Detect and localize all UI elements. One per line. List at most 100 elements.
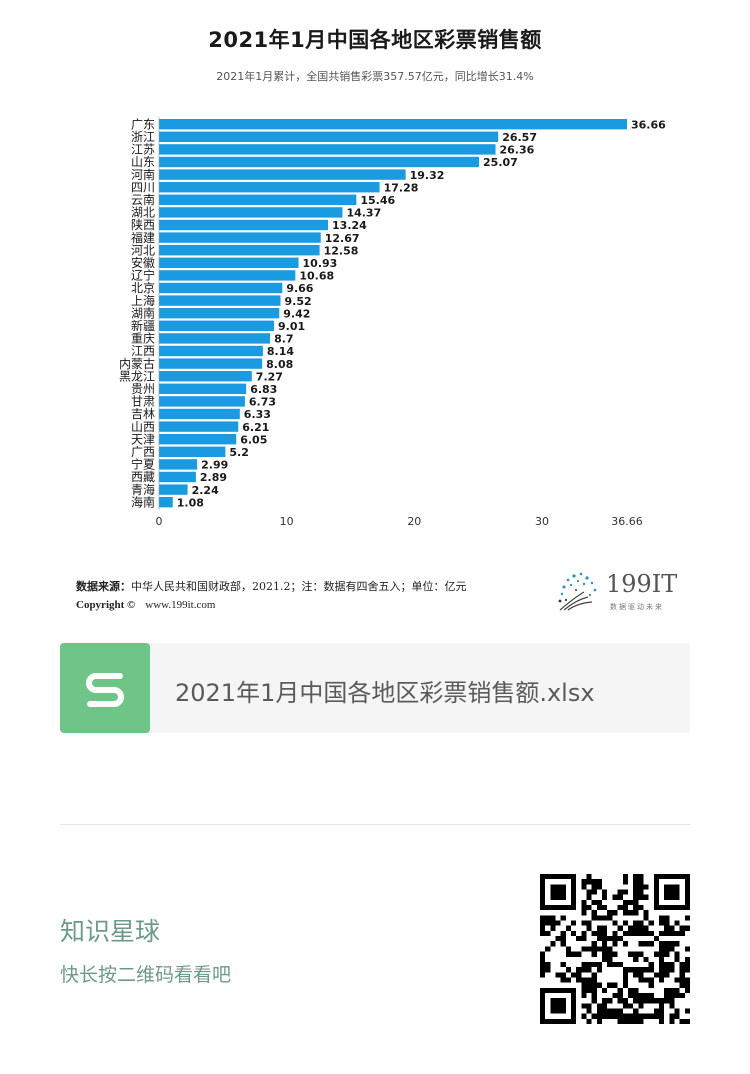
- bar: [159, 219, 329, 231]
- category-label: 浙江: [131, 130, 155, 144]
- bar: [159, 396, 245, 407]
- bar: [159, 408, 240, 420]
- category-label: 甘肃: [131, 395, 155, 409]
- bar: [159, 320, 275, 331]
- value-label: 6.83: [250, 383, 277, 396]
- bar: [159, 245, 320, 256]
- value-label: 5.2: [229, 446, 249, 459]
- value-label: 12.58: [324, 244, 359, 257]
- logo-tagline: 数据驱动未来: [610, 603, 664, 611]
- value-label: 6.33: [244, 408, 271, 421]
- bar: [159, 358, 263, 369]
- category-label: 重庆: [131, 332, 155, 346]
- value-label: 8.7: [274, 333, 294, 346]
- value-label: 8.08: [266, 358, 293, 371]
- category-label: 辽宁: [131, 268, 155, 283]
- bar: [159, 207, 343, 218]
- value-label: 17.28: [384, 181, 419, 194]
- value-label: 1.08: [177, 496, 204, 509]
- category-label: 陕西: [131, 217, 155, 232]
- bar: [159, 270, 296, 281]
- bar: [159, 131, 499, 142]
- bar-chart: 广东 36.66 浙江 26.57 江苏 26.36 山东 25.07 河南 19.32 四川 17.…: [119, 117, 666, 528]
- bar: [159, 383, 247, 394]
- chart-title: 2021年1月中国各地区彩票销售额: [208, 28, 542, 52]
- value-label: 13.24: [332, 219, 367, 232]
- value-label: 6.73: [249, 396, 276, 409]
- category-label: 上海: [131, 293, 155, 308]
- logo-199it: 199IT 数据驱动未来: [554, 570, 684, 614]
- category-label: 青海: [131, 482, 155, 497]
- category-label: 宁夏: [131, 457, 155, 472]
- divider: [60, 824, 690, 825]
- category-label: 湖南: [131, 305, 155, 320]
- value-label: 26.36: [500, 144, 535, 157]
- file-name: 2021年1月中国各地区彩票销售额.xlsx: [175, 679, 595, 707]
- bar: [159, 182, 380, 193]
- value-label: 9.52: [285, 295, 312, 308]
- category-label: 贵州: [131, 382, 155, 396]
- category-label: 山东: [131, 155, 155, 169]
- bar: [159, 497, 173, 508]
- value-label: 9.66: [286, 282, 313, 295]
- category-label: 新疆: [131, 318, 155, 333]
- knowledge-planet-subtitle: 快长按二维码看看吧: [60, 964, 232, 986]
- file-attachment-card[interactable]: 2021年1月中国各地区彩票销售额.xlsx: [60, 643, 690, 733]
- logo-text: 199IT: [606, 570, 678, 598]
- value-label: 12.67: [325, 232, 360, 245]
- x-tick-label: 20: [407, 515, 421, 528]
- value-label: 10.68: [299, 270, 334, 283]
- value-label: 2.24: [192, 484, 219, 497]
- bar: [159, 333, 271, 344]
- dandelion-logo-icon: [558, 572, 597, 611]
- value-label: 15.46: [360, 194, 395, 207]
- copyright-label: Copyright ©: [76, 599, 136, 611]
- value-label: 2.99: [201, 459, 228, 472]
- category-label: 福建: [131, 230, 155, 245]
- bar: [159, 434, 237, 445]
- source-label: 数据来源：: [76, 580, 131, 593]
- value-label: 10.93: [303, 257, 338, 270]
- qr-code[interactable]: [540, 874, 690, 1024]
- knowledge-planet-title: 知识星球: [60, 917, 161, 946]
- value-label: 14.37: [346, 207, 381, 220]
- bar: [159, 156, 480, 168]
- bar: [159, 484, 188, 495]
- value-label: 25.07: [483, 156, 518, 169]
- bar: [159, 459, 198, 470]
- bar: [159, 169, 406, 180]
- value-label: 6.21: [242, 421, 269, 434]
- category-label: 河北: [131, 243, 155, 257]
- x-tick-label: 10: [280, 515, 294, 528]
- category-label: 山西: [131, 420, 155, 434]
- category-label: 西藏: [131, 470, 155, 484]
- bar: [159, 119, 627, 130]
- value-label: 6.05: [240, 433, 267, 446]
- value-label: 26.57: [502, 131, 537, 144]
- category-label: 安徽: [131, 255, 155, 270]
- category-label: 广东: [131, 117, 155, 131]
- value-label: 9.01: [278, 320, 305, 333]
- copyright: Copyright © www.199it.com: [76, 599, 215, 611]
- bar: [159, 371, 252, 382]
- x-tick-label: 30: [535, 515, 549, 528]
- bar: [159, 295, 281, 306]
- value-label: 8.14: [267, 345, 294, 358]
- chart-subtitle: 2021年1月累计，全国共销售彩票357.57亿元，同比增长31.4%: [216, 70, 534, 83]
- category-label: 吉林: [131, 407, 155, 421]
- category-label: 四川: [131, 180, 155, 194]
- category-label: 内蒙古: [119, 356, 155, 371]
- chart-card: 2021年1月中国各地区彩票销售额 2021年1月累计，全国共销售彩票357.5…: [76, 28, 684, 614]
- bar: [159, 144, 496, 155]
- value-label: 2.89: [200, 471, 227, 484]
- copyright-site: www.199it.com: [145, 599, 216, 611]
- category-label: 天津: [131, 432, 155, 446]
- category-label: 广西: [131, 445, 155, 459]
- category-label: 海南: [131, 494, 155, 509]
- bar: [159, 257, 299, 268]
- category-label: 云南: [131, 192, 155, 207]
- source-text: 中华人民共和国财政部，2021.2；注：数据有四舍五入；单位：亿元: [131, 580, 467, 593]
- bar: [159, 194, 357, 205]
- value-label: 9.42: [283, 307, 310, 320]
- bar: [159, 308, 280, 319]
